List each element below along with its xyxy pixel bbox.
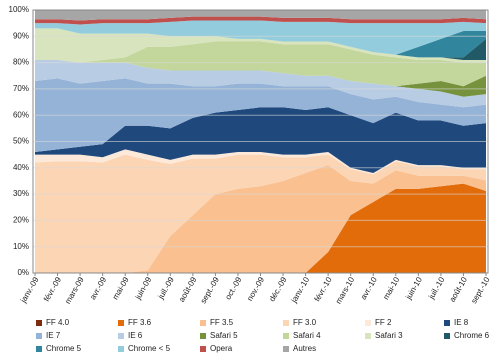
area (35, 183, 486, 273)
y-tick-label: 80% (13, 58, 29, 67)
y-tick-label: 50% (13, 137, 29, 146)
legend-label: Safari 3 (375, 331, 403, 340)
x-tick-label: janv.-09 (18, 275, 41, 305)
legend-swatch (444, 320, 450, 326)
x-tick-label: juin-09 (133, 275, 154, 302)
legend-swatch (118, 320, 124, 326)
y-tick-label: 0% (17, 268, 29, 277)
x-tick-label: mai-10 (381, 275, 401, 301)
x-tick-label: mars-09 (63, 275, 86, 305)
x-tick-label: mars-10 (334, 275, 357, 305)
legend-swatch (444, 333, 450, 339)
x-tick-label: oct.-09 (223, 275, 243, 301)
x-tick-label: janv.-10 (289, 275, 312, 305)
y-tick-label: 20% (13, 216, 29, 225)
legend-swatch (36, 346, 42, 352)
x-tick-label: févr.-09 (42, 275, 63, 303)
legend-swatch (36, 320, 42, 326)
area (35, 107, 486, 174)
y-tick-label: 40% (13, 163, 29, 172)
x-tick-label: sept.-09 (199, 275, 222, 305)
legend-label: IE 6 (128, 331, 143, 340)
x-tick-label: déc.-09 (267, 275, 288, 303)
x-tick-label: juil.-10 (426, 275, 446, 301)
x-tick-label: juil.-09 (156, 275, 176, 301)
legend-label: Opera (210, 344, 233, 353)
area (35, 154, 486, 273)
legend-label: FF 3.0 (293, 318, 317, 327)
legend-label: Safari 4 (293, 331, 321, 340)
x-tick-label: févr.-10 (313, 275, 334, 303)
area (35, 20, 486, 55)
x-tick-label: juin-10 (404, 275, 425, 302)
x-tick-label: nov.-09 (245, 275, 266, 303)
y-tick-label: 30% (13, 189, 29, 198)
y-tick-label: 60% (13, 110, 29, 119)
x-tick-label: mai-09 (111, 275, 131, 301)
legend-swatch (283, 346, 289, 352)
legend-label: FF 3.6 (128, 318, 152, 327)
legend-swatch (200, 333, 206, 339)
area (35, 28, 486, 58)
legend-swatch (365, 333, 371, 339)
legend-swatch (118, 333, 124, 339)
legend-swatch (283, 320, 289, 326)
area (35, 165, 486, 273)
legend-swatch (200, 346, 206, 352)
y-tick-label: 70% (13, 84, 29, 93)
area (35, 16, 486, 25)
legend-label: IE 7 (46, 331, 61, 340)
legend-swatch (365, 320, 371, 326)
legend-swatch (283, 333, 289, 339)
legend-label: Chrome < 5 (128, 344, 171, 353)
x-tick-label: avr.-10 (359, 275, 379, 301)
area (35, 78, 486, 153)
y-tick-label: 10% (13, 242, 29, 251)
x-tick-label: avr.-09 (88, 275, 108, 301)
legend-swatch (36, 333, 42, 339)
legend-label: Chrome 5 (46, 344, 82, 353)
area (35, 10, 486, 21)
x-tick-label: sept.-10 (469, 275, 492, 305)
legend-label: Chrome 6 (454, 331, 490, 340)
x-tick-label: août-09 (177, 275, 199, 303)
legend-swatch (118, 346, 124, 352)
legend-label: FF 3.5 (210, 318, 234, 327)
legend-label: Autres (293, 344, 316, 353)
legend-swatch (200, 320, 206, 326)
area (35, 28, 486, 63)
y-tick-label: 100% (9, 5, 29, 14)
y-tick-label: 90% (13, 31, 29, 40)
area (35, 41, 486, 87)
legend-label: FF 2 (375, 318, 392, 327)
x-tick-label: août-10 (448, 275, 470, 303)
area (35, 149, 486, 175)
legend-label: IE 8 (454, 318, 469, 327)
legend-label: Safari 5 (210, 331, 238, 340)
legend-label: FF 4.0 (46, 318, 70, 327)
area (35, 59, 486, 108)
